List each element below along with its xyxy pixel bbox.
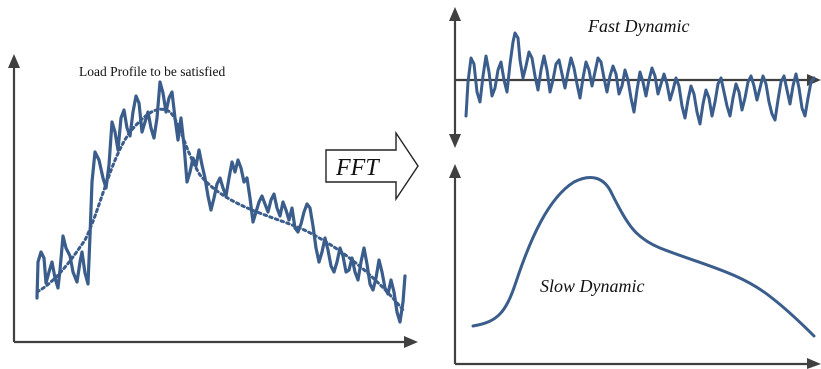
fast-dynamic-y-arrowhead-up-icon [449,7,461,21]
load-profile-y-arrowhead-icon [8,54,20,68]
fast-dynamic-curve [464,31,816,126]
fast-dynamic-panel: Fast Dynamic [449,7,821,148]
load-profile-x-arrowhead-icon [404,336,418,348]
slow-dynamic-y-arrowhead-icon [449,164,461,178]
slow-dynamic-curve [471,176,816,338]
slow-dynamic-panel: Slow Dynamic [449,164,821,369]
fast-dynamic-label: Fast Dynamic [587,16,689,36]
load-profile-curve [35,80,407,324]
fast-dynamic-axes [453,14,814,140]
fft-label: FFT [335,155,380,181]
load-profile-panel: Load Profile to be satisfied [8,54,418,348]
load-profile-axes [12,62,412,344]
fft-arrow: FFT [325,130,419,202]
slow-dynamic-label: Slow Dynamic [540,276,644,296]
slow-dynamic-x-arrowhead-icon [807,358,821,369]
fast-dynamic-y-arrowhead-down-icon [449,134,461,148]
load-profile-trend-curve [35,107,405,312]
fft-block-arrow-icon [325,130,419,202]
load-profile-label: Load Profile to be satisfied [79,64,225,79]
slow-dynamic-axes [453,172,814,366]
